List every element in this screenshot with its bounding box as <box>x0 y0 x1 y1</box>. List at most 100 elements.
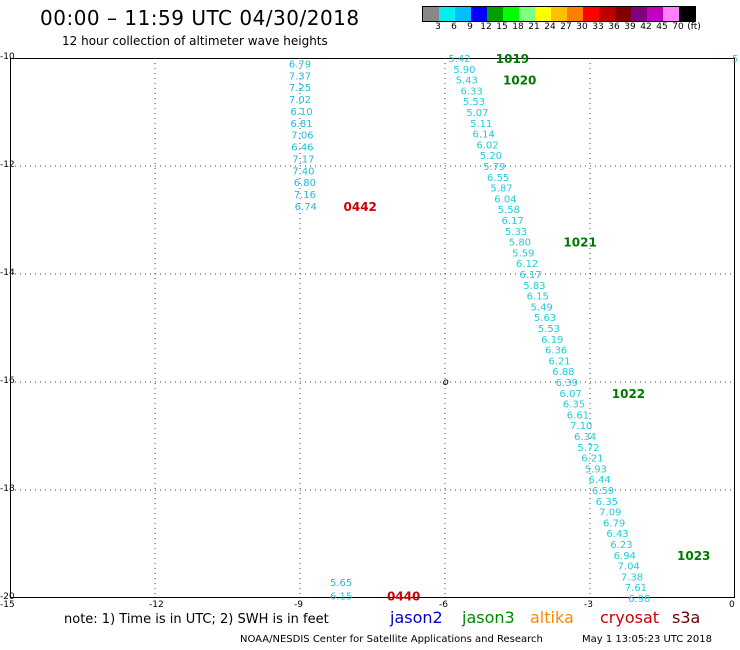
color-swatch <box>551 7 567 21</box>
wave-height-value: 7.06 <box>291 131 313 142</box>
legend-item-cryosat: cryosat <box>600 608 660 627</box>
color-swatch <box>583 7 599 21</box>
wave-height-value: 6.39 <box>556 378 578 389</box>
latitude-tick-label: -12 <box>0 160 15 170</box>
color-scale-label: 39 <box>624 22 636 32</box>
wave-height-value: 7.04 <box>618 562 640 573</box>
wave-height-value: 6.33 <box>460 86 482 97</box>
wave-height-value: 6.21 <box>548 356 570 367</box>
wave-height-value: 7.09 <box>599 508 621 519</box>
wave-height-value: 5.53 <box>538 324 560 335</box>
wave-height-value: 6.88 <box>552 367 574 378</box>
wave-height-value: 7.40 <box>292 166 314 177</box>
wave-height-value: 6.35 <box>596 497 618 508</box>
color-scale-label: 15 <box>496 22 508 32</box>
page-title: 00:00 – 11:59 UTC 04/30/2018 <box>40 6 360 30</box>
wave-height-value: 5.90 <box>453 65 475 76</box>
wave-height-value: 6.17 <box>519 270 541 281</box>
wave-height-value: 6.02 <box>476 140 498 151</box>
legend-item-jason2: jason2 <box>390 608 443 627</box>
wave-height-value: 6.59 <box>592 486 614 497</box>
color-scale-label: 70 <box>672 22 684 32</box>
wave-height-value: 6.07 <box>560 389 582 400</box>
wave-height-value: 6.15 <box>330 591 352 602</box>
color-swatch <box>535 7 551 21</box>
wave-height-value: 5.79 <box>483 162 505 173</box>
wave-height-value: 6.21 <box>581 454 603 465</box>
wave-height-value: 6.94 <box>614 551 636 562</box>
color-swatch <box>599 7 615 21</box>
color-scale-label: 18 <box>512 22 524 32</box>
credit-text: NOAA/NESDIS Center for Satellite Applica… <box>240 634 543 645</box>
latitude-tick-label: -20 <box>0 592 15 602</box>
pass-time-label: 1023 <box>677 549 710 563</box>
wave-height-value: 5.93 <box>585 464 607 475</box>
color-scale-label: 30 <box>576 22 588 32</box>
latitude-tick-label: -16 <box>0 376 15 386</box>
color-scale-label: 9 <box>467 22 473 32</box>
wave-height-value: 6.55 <box>487 173 509 184</box>
color-swatch <box>679 7 695 21</box>
wave-height-value: 6.79 <box>289 59 311 70</box>
wave-height-value: 6.81 <box>290 119 312 130</box>
color-scale-label: 24 <box>544 22 556 32</box>
page-subtitle: 12 hour collection of altimeter wave hei… <box>62 34 328 48</box>
wave-height-value: 6.61 <box>567 410 589 421</box>
wave-height-value: 7.25 <box>289 83 311 94</box>
wave-height-value: 6.23 <box>610 540 632 551</box>
pass-time-label: 1021 <box>563 236 596 250</box>
pass-time-label: 0440 <box>387 589 420 603</box>
color-scale-label: 42 <box>640 22 652 32</box>
wave-height-value: 6.35 <box>563 400 585 411</box>
color-swatch <box>519 7 535 21</box>
wave-height-value: 6.98 <box>628 594 650 605</box>
map-plot[interactable]: 6.79 7.37 7.25 7.02 6.10 6.81 7.06 6.46 7.17 7.40… <box>10 52 738 605</box>
wave-height-value: 6.79 <box>603 518 625 529</box>
color-swatch <box>423 7 439 21</box>
land-marker: o <box>443 377 449 388</box>
legend-item-s3a: s3a <box>672 608 701 627</box>
color-swatch <box>647 7 663 21</box>
longitude-tick-label: -6 <box>439 600 448 610</box>
color-scale-label: (ft) <box>687 22 701 32</box>
pass-time-label: 0442 <box>344 200 377 214</box>
wave-height-value: 6.04 <box>494 194 516 205</box>
color-scale-label: 36 <box>608 22 620 32</box>
wave-height-value: 5.49 <box>531 302 553 313</box>
generated-timestamp: May 1 13:05:23 UTC 2018 <box>582 634 712 645</box>
color-swatch <box>631 7 647 21</box>
wave-height-value: 7.10 <box>570 421 592 432</box>
longitude-tick-label: 0 <box>729 600 735 610</box>
color-swatch <box>455 7 471 21</box>
wave-height-value: 5.42 <box>448 54 470 65</box>
wave-height-value: 6.80 <box>294 178 316 189</box>
color-scale-label: 33 <box>592 22 604 32</box>
wave-height-value: 7.38 <box>621 572 643 583</box>
color-swatch <box>503 7 519 21</box>
legend-item-altika: altika <box>530 608 574 627</box>
wave-height-value: 5.11 <box>470 119 492 130</box>
wave-height-value: 6.12 <box>516 259 538 270</box>
wave-height-value: 6.46 <box>291 143 313 154</box>
color-scale-label: 3 <box>435 22 441 32</box>
wave-height-value: 7.61 <box>625 583 647 594</box>
corner-tick-label: -15 <box>0 600 15 610</box>
wave-height-value: 5.43 <box>456 76 478 87</box>
wave-height-value: 5.72 <box>577 443 599 454</box>
wave-height-value: 5.33 <box>505 227 527 238</box>
wave-height-value: 5.58 <box>498 205 520 216</box>
pass-time-label: 1020 <box>503 74 536 88</box>
color-swatch <box>487 7 503 21</box>
color-swatch <box>615 7 631 21</box>
color-scale-label: 6 <box>451 22 457 32</box>
wave-height-value: 5 <box>732 54 738 65</box>
color-swatch <box>471 7 487 21</box>
longitude-tick-label: -9 <box>294 600 303 610</box>
color-scale-label: 27 <box>560 22 572 32</box>
color-scale-bar <box>422 6 696 22</box>
longitude-tick-label: -3 <box>584 600 593 610</box>
legend-item-jason3: jason3 <box>462 608 515 627</box>
wave-height-value: 6.10 <box>290 107 312 118</box>
color-scale-label: 45 <box>656 22 668 32</box>
wave-height-value: 6.14 <box>473 130 495 141</box>
